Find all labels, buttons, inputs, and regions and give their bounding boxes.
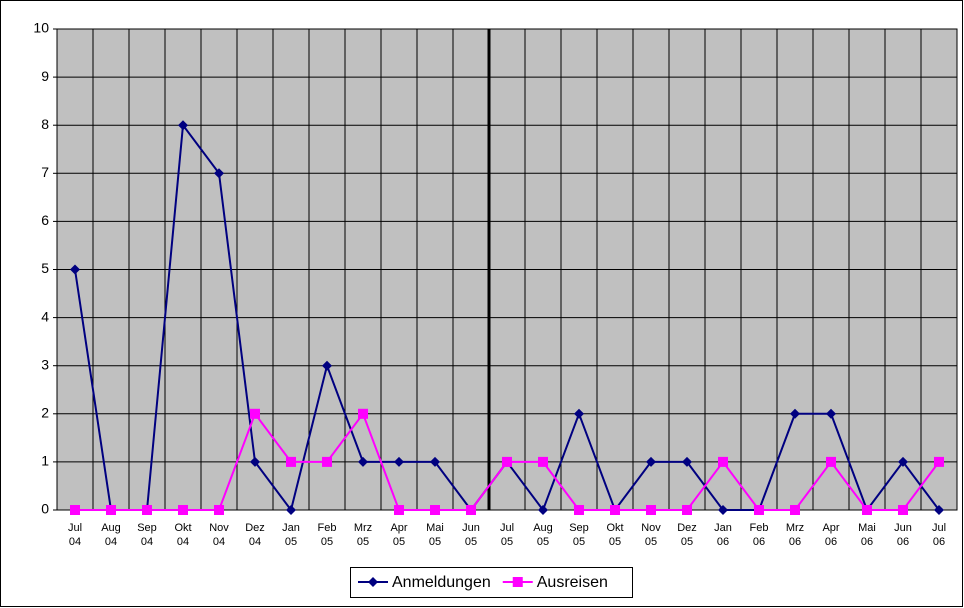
marker [574, 408, 584, 419]
marker [718, 456, 728, 467]
x-tick-label: Jul 06 [932, 522, 946, 548]
x-tick-label: Aug 04 [101, 522, 121, 548]
marker [286, 456, 296, 467]
y-tick-label: 3 [41, 356, 49, 372]
marker [754, 505, 764, 515]
marker [682, 456, 692, 467]
y-tick-label: 1 [41, 453, 49, 469]
y-tick-label: 0 [41, 501, 49, 517]
marker [826, 408, 836, 419]
marker [934, 456, 944, 467]
marker [862, 505, 872, 515]
marker [512, 577, 523, 587]
marker [250, 408, 260, 419]
marker [826, 456, 836, 467]
x-tick-label: Jan 06 [714, 522, 732, 548]
marker [430, 456, 440, 467]
x-tick-label: Jun 06 [894, 522, 912, 548]
marker [790, 408, 800, 419]
marker [250, 456, 260, 467]
marker [646, 456, 656, 467]
x-tick-label: Dez 04 [245, 522, 265, 548]
x-tick-label: Mrz 06 [786, 522, 804, 548]
marker [574, 505, 584, 515]
x-tick-label: Okt 04 [174, 522, 191, 548]
marker [106, 505, 116, 515]
marker [538, 505, 548, 515]
x-tick-label: Jul 05 [500, 522, 514, 548]
x-tick-label: Mai 05 [426, 522, 444, 548]
x-tick-label: Apr 05 [390, 522, 407, 548]
marker [466, 505, 476, 515]
marker [286, 505, 296, 515]
x-tick-label: Apr 06 [822, 522, 839, 548]
marker [358, 456, 368, 467]
legend-label: Ausreisen [537, 574, 608, 591]
marker [178, 505, 188, 515]
x-tick-label: Feb 05 [318, 522, 337, 548]
x-tick-label: Feb 06 [750, 522, 769, 548]
y-tick-label: 4 [41, 308, 49, 324]
marker [214, 505, 224, 515]
x-tick-label: Sep 05 [569, 522, 589, 548]
y-tick-label: 10 [33, 20, 49, 36]
marker [790, 505, 800, 515]
x-tick-label: Nov 04 [209, 522, 229, 548]
y-tick-label: 7 [41, 164, 49, 180]
y-tick-label: 9 [41, 68, 49, 84]
marker [934, 505, 944, 515]
x-tick-label: Mai 06 [858, 522, 876, 548]
x-tick-label: Nov 05 [641, 522, 661, 548]
marker [322, 456, 332, 467]
legend-label: Anmeldungen [392, 574, 491, 591]
marker [898, 456, 908, 467]
marker [610, 505, 620, 515]
marker [142, 505, 152, 515]
marker [682, 505, 692, 515]
y-tick-label: 2 [41, 405, 49, 421]
marker [538, 456, 548, 467]
x-tick-label: Jan 05 [282, 522, 300, 548]
marker [898, 505, 908, 515]
x-tick-label: Dez 05 [677, 522, 697, 548]
y-tick-label: 8 [41, 116, 49, 132]
marker [394, 456, 404, 467]
y-tick-label: 5 [41, 260, 49, 276]
marker [322, 360, 332, 371]
marker [430, 505, 440, 515]
marker [214, 168, 224, 179]
x-tick-label: Sep 04 [137, 522, 157, 548]
y-tick-label: 6 [41, 212, 49, 228]
x-tick-label: Jul 04 [68, 522, 82, 548]
marker [178, 120, 188, 131]
marker [718, 505, 728, 515]
marker [646, 505, 656, 515]
x-tick-label: Mrz 05 [354, 522, 372, 548]
marker [358, 408, 368, 419]
x-tick-label: Aug 05 [533, 522, 553, 548]
marker [394, 505, 404, 515]
marker [70, 505, 80, 515]
legend-box [350, 567, 633, 598]
x-tick-label: Okt 05 [606, 522, 623, 548]
marker [502, 456, 512, 467]
marker [70, 264, 80, 275]
x-tick-label: Jun 05 [462, 522, 480, 548]
marker [368, 577, 378, 587]
